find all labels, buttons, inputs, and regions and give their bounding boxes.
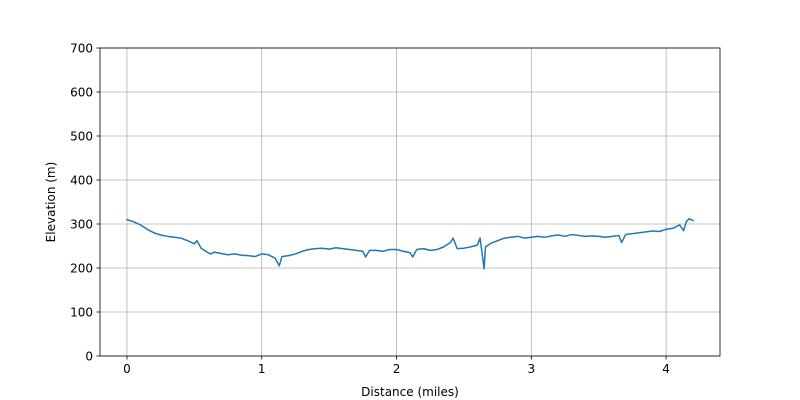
x-tick-label: 4 [662, 362, 670, 376]
x-axis-label: Distance (miles) [361, 385, 459, 399]
x-tick-label: 2 [393, 362, 401, 376]
y-tick-label: 400 [70, 173, 93, 187]
elevation-line [126, 217, 695, 270]
y-tick-label: 300 [70, 217, 93, 231]
y-tick-label: 0 [85, 349, 93, 363]
y-tick-label: 100 [70, 305, 93, 319]
axes-frame [99, 47, 721, 357]
y-tick-label: 600 [70, 85, 93, 99]
tick-layer: 0 1 2 3 4 0 100 200 300 400 500 600 700 [70, 41, 670, 376]
y-tick-label: 200 [70, 261, 93, 275]
x-tick-label: 3 [527, 362, 535, 376]
series-layer [126, 217, 695, 270]
y-tick-label: 700 [70, 41, 93, 55]
y-axis-label: Elevation (m) [44, 162, 58, 243]
x-tick-label: 1 [258, 362, 266, 376]
y-tick-label: 500 [70, 129, 93, 143]
x-tick-label: 0 [123, 362, 131, 376]
